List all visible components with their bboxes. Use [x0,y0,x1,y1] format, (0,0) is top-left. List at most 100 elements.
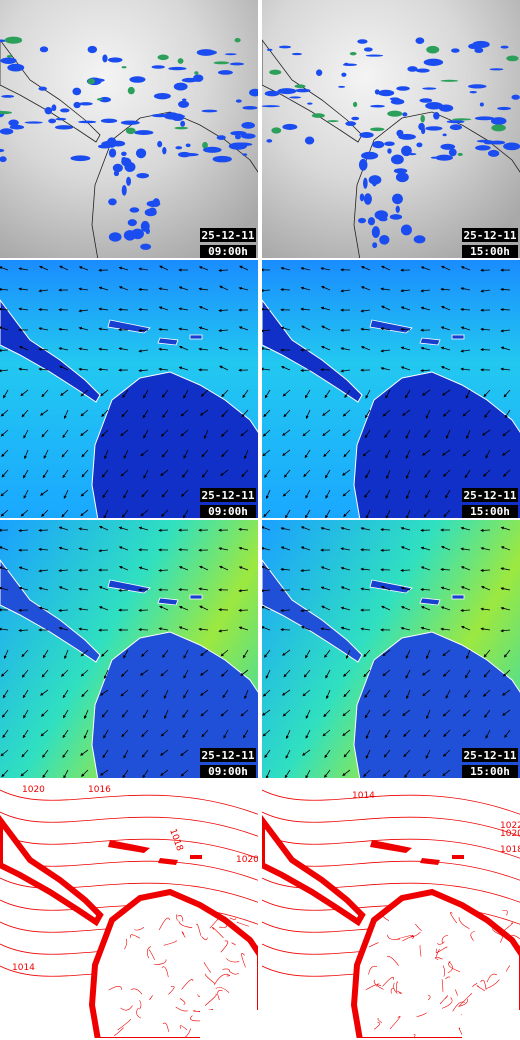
isobar [387,934,401,940]
wind-arrow [58,626,69,631]
wind-arrow [340,347,351,351]
wind-arrow [78,587,89,591]
wind-arrow [442,749,451,757]
wind-arrow [320,345,331,351]
wind-arrow [98,586,109,591]
wind-arrow [262,526,271,531]
time-box [200,505,256,518]
wind-arrow [158,306,169,311]
panel-content [262,260,520,518]
wind-arrow [58,526,69,531]
wind-arrow [403,749,411,758]
isobar [397,934,414,940]
wind-arrow [466,649,471,660]
rain-cell [503,142,520,151]
wind-arrow [61,509,69,518]
wind-arrow [121,409,129,418]
rain-cell [419,98,433,103]
wind-arrow [280,365,291,371]
wind-arrow [80,409,89,417]
wind-arrow [304,389,311,399]
date-label: 25-12-11 [464,229,517,242]
wind-arrow [80,749,89,756]
satellite-bg [262,0,520,258]
rain-cell [148,207,157,215]
wind-arrow [118,588,129,592]
wind-arrow [400,626,411,631]
isobar [437,941,445,945]
wind-arrow [18,566,29,571]
wind-arrow [364,409,371,419]
wind-arrow [2,729,9,739]
wind-arrow [364,489,371,498]
isobar [410,931,421,938]
wind-arrow [199,565,209,571]
wind-arrow [342,429,351,437]
isobar [476,985,486,992]
wind-arrow [385,489,391,499]
wind-arrow [198,287,209,291]
wind-arrow [300,626,311,631]
wind-arrow [240,669,249,676]
isobar [161,966,169,978]
wind-arrow [121,509,129,518]
isobar [438,957,443,960]
wind-arrow [21,669,29,678]
isobar [179,998,186,1005]
wind-arrow [99,769,109,776]
rain-cell [359,193,365,202]
wind-arrow [284,769,291,778]
rain-cell [379,234,390,245]
rain-cell [0,148,5,153]
wind-arrow [423,509,431,518]
wind-arrow [138,267,149,271]
wind-arrow [0,429,9,437]
isobar [162,1022,169,1032]
rain-cell [241,133,256,139]
wind-arrow [40,709,49,717]
wind-arrow [300,286,311,291]
wind-arrow [364,429,371,439]
wind-arrow [380,586,391,591]
wind-arrow [80,489,89,497]
wind-arrow [500,346,511,351]
wind-arrow [222,689,229,699]
wind-arrow [440,567,451,572]
wind-arrow [324,749,331,759]
isobar [502,909,508,916]
rain-cell [398,133,416,140]
wind-arrow [280,266,291,271]
wind-arrow [160,669,169,677]
time-box [462,505,518,518]
wind-arrow [239,265,249,271]
wind-arrow [363,669,371,678]
wind-arrow [198,306,209,311]
wind-arrow [440,586,451,591]
time-label: 09:00h [208,245,248,258]
wind-arrow [244,449,249,460]
wind-arrow [262,329,271,333]
wind-arrow [20,389,29,397]
time-box [200,245,256,258]
isobar [136,1007,141,1019]
wind-arrow [460,349,471,353]
rain-cell [0,128,14,135]
wind-arrow [180,749,189,757]
wind-arrow [483,469,491,477]
rain-cell [131,228,144,240]
wind-arrow [325,509,331,518]
wind-arrow [41,389,49,398]
wind-arrow [363,649,371,658]
rain-cell [73,101,81,109]
wind-arrow [405,469,411,479]
rain-cell [400,224,412,236]
isobar [419,945,422,957]
wind-arrow [300,546,311,551]
wind-arrow [178,345,189,351]
date-box [200,748,256,762]
wind-arrow [62,749,69,759]
rain-cell [136,173,150,179]
wind-arrow [441,449,451,456]
rain-cell [78,120,97,124]
rain-cell [234,134,241,140]
